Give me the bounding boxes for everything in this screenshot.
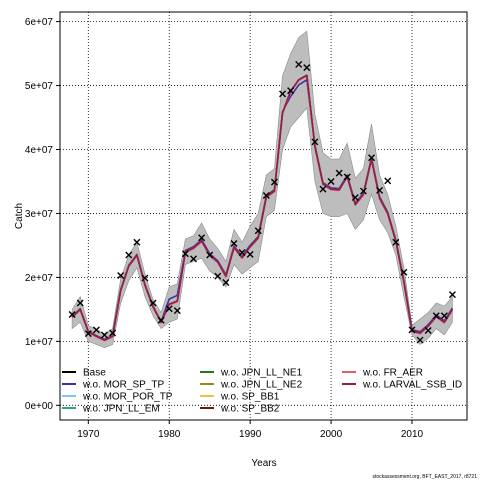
observed-point — [424, 326, 432, 334]
observed-point — [214, 272, 222, 280]
observed-point — [311, 138, 319, 146]
x-axis-label: Years — [251, 458, 276, 469]
observed-point — [416, 336, 424, 344]
legend-label: w.o. JPN_LL_NE2 — [220, 380, 303, 391]
observed-markers-layer — [68, 60, 456, 344]
observed-point — [92, 326, 100, 334]
footer-note: stockassessment.org, BFT_EAST_2017, r872… — [373, 474, 478, 480]
observed-point — [190, 255, 198, 263]
observed-point — [181, 250, 189, 258]
confidence-band — [71, 30, 453, 349]
series-lines-layer — [71, 74, 454, 342]
legend-label: w.o. SP_BB1 — [220, 392, 280, 403]
x-tick-label: 1970 — [77, 429, 100, 440]
observed-point — [408, 326, 416, 334]
y-axis: 0e+00 1e+07 2e+07 3e+07 4e+07 5e+07 6e+07 — [25, 17, 60, 412]
legend-label: Base — [83, 368, 106, 379]
y-tick-label: 1e+07 — [25, 337, 54, 348]
observed-point — [384, 177, 392, 185]
observed-point — [254, 227, 262, 235]
legend-label: w.o. MOR_POR_TP — [82, 392, 173, 403]
observed-point — [287, 87, 295, 95]
observed-point — [359, 187, 367, 195]
legend-label: w.o. MOR_SP_TP — [82, 380, 164, 391]
observed-point — [262, 192, 270, 200]
observed-point — [133, 238, 141, 246]
observed-point — [157, 316, 165, 324]
observed-point — [343, 173, 351, 181]
legend-label: w.o. FR_AER — [362, 368, 423, 379]
observed-point — [198, 234, 206, 242]
legend-label: w.o. SP_BB2 — [220, 404, 280, 415]
observed-point — [165, 305, 173, 313]
observed-point — [270, 178, 278, 186]
y-tick-label: 0e+00 — [25, 401, 54, 412]
y-tick-label: 3e+07 — [25, 209, 54, 220]
observed-point — [448, 291, 456, 299]
legend-label: w.o. JPN_LL_NE1 — [220, 368, 303, 379]
observed-point — [327, 177, 335, 185]
observed-point — [68, 310, 76, 318]
observed-point — [392, 238, 400, 246]
x-tick-label: 2000 — [320, 429, 343, 440]
observed-point — [84, 330, 92, 338]
x-tick-label: 1990 — [239, 429, 262, 440]
series-line — [71, 74, 454, 341]
observed-point — [246, 250, 254, 258]
observed-point — [400, 268, 408, 276]
observed-point — [295, 60, 303, 68]
observed-point — [101, 331, 108, 339]
x-tick-label: 2010 — [401, 429, 424, 440]
legend-label: w.o. JPN_LL_EM — [82, 404, 160, 415]
observed-point — [238, 248, 246, 256]
observed-point — [279, 90, 287, 98]
plot-frame — [59, 11, 468, 421]
observed-point — [368, 154, 376, 162]
y-tick-label: 5e+07 — [25, 81, 54, 92]
confidence-band-layer — [71, 30, 453, 349]
observed-point — [335, 169, 343, 177]
observed-point — [76, 299, 84, 307]
observed-point — [432, 312, 440, 320]
observed-point — [376, 186, 384, 194]
observed-point — [206, 251, 214, 259]
x-tick-label: 1980 — [158, 429, 181, 440]
observed-point — [319, 185, 327, 193]
y-tick-label: 6e+07 — [25, 17, 54, 28]
observed-point — [117, 271, 125, 279]
observed-point — [125, 251, 133, 259]
y-tick-label: 4e+07 — [25, 145, 54, 156]
observed-point — [303, 64, 311, 72]
y-axis-label: Catch — [14, 203, 25, 229]
observed-point — [222, 279, 230, 287]
observed-point — [230, 240, 238, 247]
observed-point — [440, 312, 448, 320]
observed-point — [173, 307, 181, 315]
x-axis: 1970 1980 1990 2000 2010 — [77, 420, 424, 440]
y-tick-label: 2e+07 — [25, 273, 54, 284]
observed-point — [109, 329, 117, 337]
observed-point — [141, 274, 149, 282]
legend-label: w.o. LARVAL_SSB_ID — [362, 380, 462, 391]
observed-point — [351, 193, 359, 201]
observed-point — [149, 299, 157, 307]
